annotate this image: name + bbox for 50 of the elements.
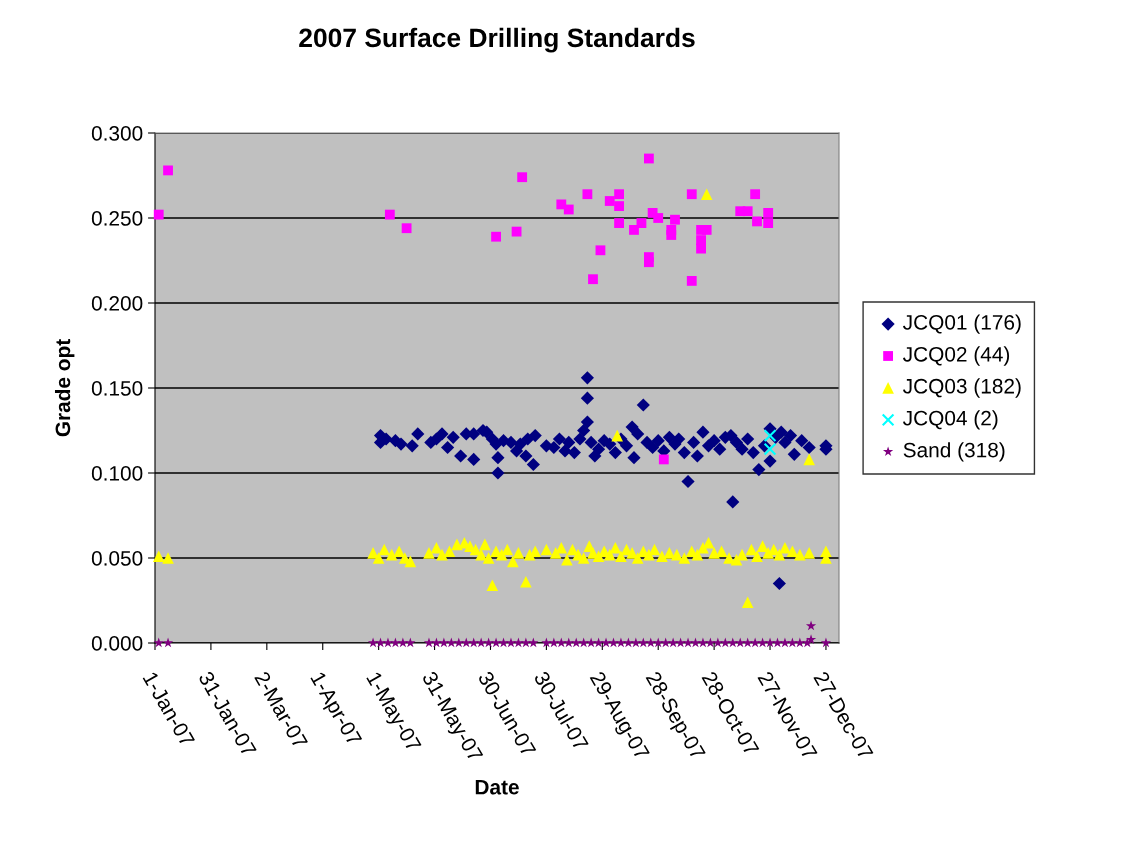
point — [658, 454, 669, 465]
point — [614, 201, 624, 212]
legend-label: Sand (318) — [903, 442, 1005, 462]
point — [511, 226, 522, 237]
y-tick-label: 0.150 — [91, 381, 143, 396]
point — [686, 189, 697, 200]
point — [636, 218, 647, 229]
point — [643, 257, 654, 268]
point — [666, 224, 677, 235]
point — [163, 165, 173, 176]
y-axis-title: Grade opt — [54, 339, 75, 437]
legend-label: JCQ04 (2) — [903, 410, 998, 430]
point — [384, 209, 395, 220]
chart-title: 2007 Surface Drilling Standards — [299, 27, 695, 53]
y-tick-label: 0.300 — [91, 126, 143, 141]
point — [696, 243, 706, 254]
point — [752, 216, 762, 227]
point — [763, 218, 774, 229]
point — [153, 209, 164, 220]
point — [614, 218, 624, 229]
point — [629, 224, 639, 235]
legend-label: JCQ02 (44) — [903, 346, 1010, 366]
point — [686, 275, 697, 286]
y-tick-label: 0.050 — [91, 551, 143, 566]
point — [604, 196, 615, 206]
point — [643, 153, 654, 164]
y-tick-label: 0.000 — [91, 636, 143, 651]
legend-label: JCQ01 (176) — [903, 314, 1021, 334]
point — [563, 204, 574, 215]
point — [763, 429, 777, 443]
point — [763, 442, 777, 456]
y-tick-label: 0.200 — [91, 296, 143, 311]
point — [670, 214, 680, 225]
point — [701, 224, 712, 235]
point — [595, 245, 606, 256]
point — [556, 199, 567, 210]
point — [588, 274, 598, 285]
point — [582, 189, 593, 200]
point — [742, 206, 753, 217]
point — [401, 223, 412, 234]
point — [750, 189, 761, 200]
point — [763, 207, 774, 218]
point — [653, 213, 664, 223]
point — [517, 172, 528, 183]
x-axis-title: Date — [475, 779, 519, 795]
point — [614, 189, 624, 200]
point — [491, 231, 501, 242]
y-tick-label: 0.100 — [91, 466, 143, 481]
y-tick-label: 0.250 — [91, 211, 143, 226]
legend-label: JCQ03 (182) — [903, 378, 1021, 398]
